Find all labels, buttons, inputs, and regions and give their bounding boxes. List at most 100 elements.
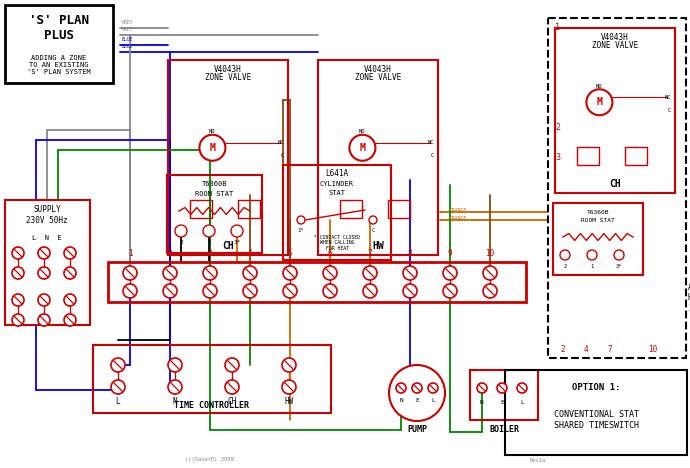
Circle shape: [282, 358, 296, 372]
Text: HW: HW: [372, 241, 384, 251]
Circle shape: [12, 314, 24, 326]
Text: 9: 9: [448, 249, 453, 258]
Circle shape: [483, 266, 497, 280]
Text: 'S' PLAN
PLUS: 'S' PLAN PLUS: [29, 14, 89, 42]
Circle shape: [12, 267, 24, 279]
Bar: [5, 5, 113, 83]
Text: ZONE VALVE: ZONE VALVE: [205, 73, 251, 82]
Circle shape: [517, 383, 527, 393]
Bar: [237, 200, 259, 219]
Circle shape: [282, 380, 296, 394]
Text: 3*: 3*: [233, 241, 241, 246]
Text: 4: 4: [584, 345, 589, 354]
Bar: [93, 345, 331, 413]
Text: PUMP: PUMP: [407, 424, 427, 433]
Bar: [190, 200, 212, 219]
Text: V4043H: V4043H: [364, 65, 392, 73]
Text: N: N: [172, 397, 177, 407]
Circle shape: [38, 267, 50, 279]
Text: M: M: [359, 143, 365, 153]
Text: ZONE VALVE: ZONE VALVE: [592, 42, 638, 51]
Text: STAT: STAT: [328, 190, 346, 196]
Text: ZONE VALVE: ZONE VALVE: [355, 73, 401, 82]
Circle shape: [369, 216, 377, 224]
Text: 8: 8: [408, 249, 413, 258]
Text: ROOM STAT: ROOM STAT: [195, 191, 234, 197]
Text: NO: NO: [595, 84, 602, 89]
Text: V4043H: V4043H: [214, 65, 242, 73]
Circle shape: [168, 358, 182, 372]
Circle shape: [283, 284, 297, 298]
Text: 3: 3: [555, 154, 560, 162]
Text: C: C: [371, 227, 375, 233]
Bar: [555, 28, 675, 193]
Circle shape: [497, 383, 507, 393]
Circle shape: [168, 380, 182, 394]
Circle shape: [231, 225, 243, 237]
Text: ADDITIONAL
HEATING
ZONE: ADDITIONAL HEATING ZONE: [688, 283, 690, 313]
Bar: [108, 262, 526, 302]
Text: NC: NC: [664, 95, 671, 100]
Text: Rev1a: Rev1a: [530, 458, 546, 462]
Circle shape: [163, 266, 177, 280]
Circle shape: [389, 365, 445, 421]
Text: 7: 7: [368, 249, 373, 258]
Circle shape: [175, 225, 187, 237]
Circle shape: [477, 383, 487, 393]
Circle shape: [123, 284, 137, 298]
Text: ORANGE: ORANGE: [450, 207, 467, 212]
Circle shape: [12, 294, 24, 306]
Text: 3*: 3*: [615, 263, 622, 269]
Circle shape: [203, 225, 215, 237]
Circle shape: [283, 266, 297, 280]
Text: 1: 1: [207, 241, 211, 246]
Bar: [548, 18, 686, 358]
Circle shape: [38, 247, 50, 259]
Circle shape: [428, 383, 438, 393]
Circle shape: [163, 284, 177, 298]
Text: V4043H: V4043H: [601, 32, 629, 42]
Text: NC: NC: [277, 140, 284, 145]
Text: ADDING A ZONE
TO AN EXISTING
'S' PLAN SYSTEM: ADDING A ZONE TO AN EXISTING 'S' PLAN SY…: [27, 55, 91, 75]
Text: * CONTACT CLOSED
WHEN CALLING
FOR HEAT: * CONTACT CLOSED WHEN CALLING FOR HEAT: [314, 234, 360, 251]
Circle shape: [443, 266, 457, 280]
Text: NO: NO: [358, 129, 364, 134]
Text: 2: 2: [179, 241, 183, 246]
Circle shape: [243, 266, 257, 280]
Text: HW: HW: [284, 397, 294, 407]
Circle shape: [323, 284, 337, 298]
Bar: [624, 147, 647, 165]
Text: CH: CH: [222, 241, 234, 251]
Text: NO: NO: [208, 129, 215, 134]
Circle shape: [111, 358, 125, 372]
Text: OPTION 1:: OPTION 1:: [572, 383, 620, 393]
Bar: [339, 200, 362, 219]
Text: GREY: GREY: [122, 27, 133, 32]
Circle shape: [483, 284, 497, 298]
Text: L: L: [116, 397, 120, 407]
Circle shape: [203, 284, 217, 298]
Bar: [388, 200, 410, 219]
Circle shape: [12, 247, 24, 259]
Text: 7: 7: [608, 345, 612, 354]
Circle shape: [297, 216, 305, 224]
Circle shape: [64, 294, 76, 306]
Text: C: C: [431, 153, 434, 158]
Circle shape: [614, 250, 624, 260]
Circle shape: [64, 247, 76, 259]
Text: T6360B: T6360B: [201, 181, 227, 187]
Text: E: E: [415, 398, 419, 403]
Text: CONVENTIONAL STAT
SHARED TIMESWITCH: CONVENTIONAL STAT SHARED TIMESWITCH: [553, 410, 638, 430]
Circle shape: [403, 266, 417, 280]
Text: 2: 2: [561, 345, 565, 354]
Circle shape: [225, 380, 239, 394]
Circle shape: [403, 284, 417, 298]
Text: L641A: L641A: [326, 169, 348, 178]
Text: CH: CH: [228, 397, 237, 407]
Circle shape: [587, 250, 597, 260]
Circle shape: [38, 314, 50, 326]
Text: N: N: [480, 400, 484, 404]
Bar: [470, 370, 538, 420]
Bar: [577, 147, 599, 165]
Circle shape: [323, 266, 337, 280]
